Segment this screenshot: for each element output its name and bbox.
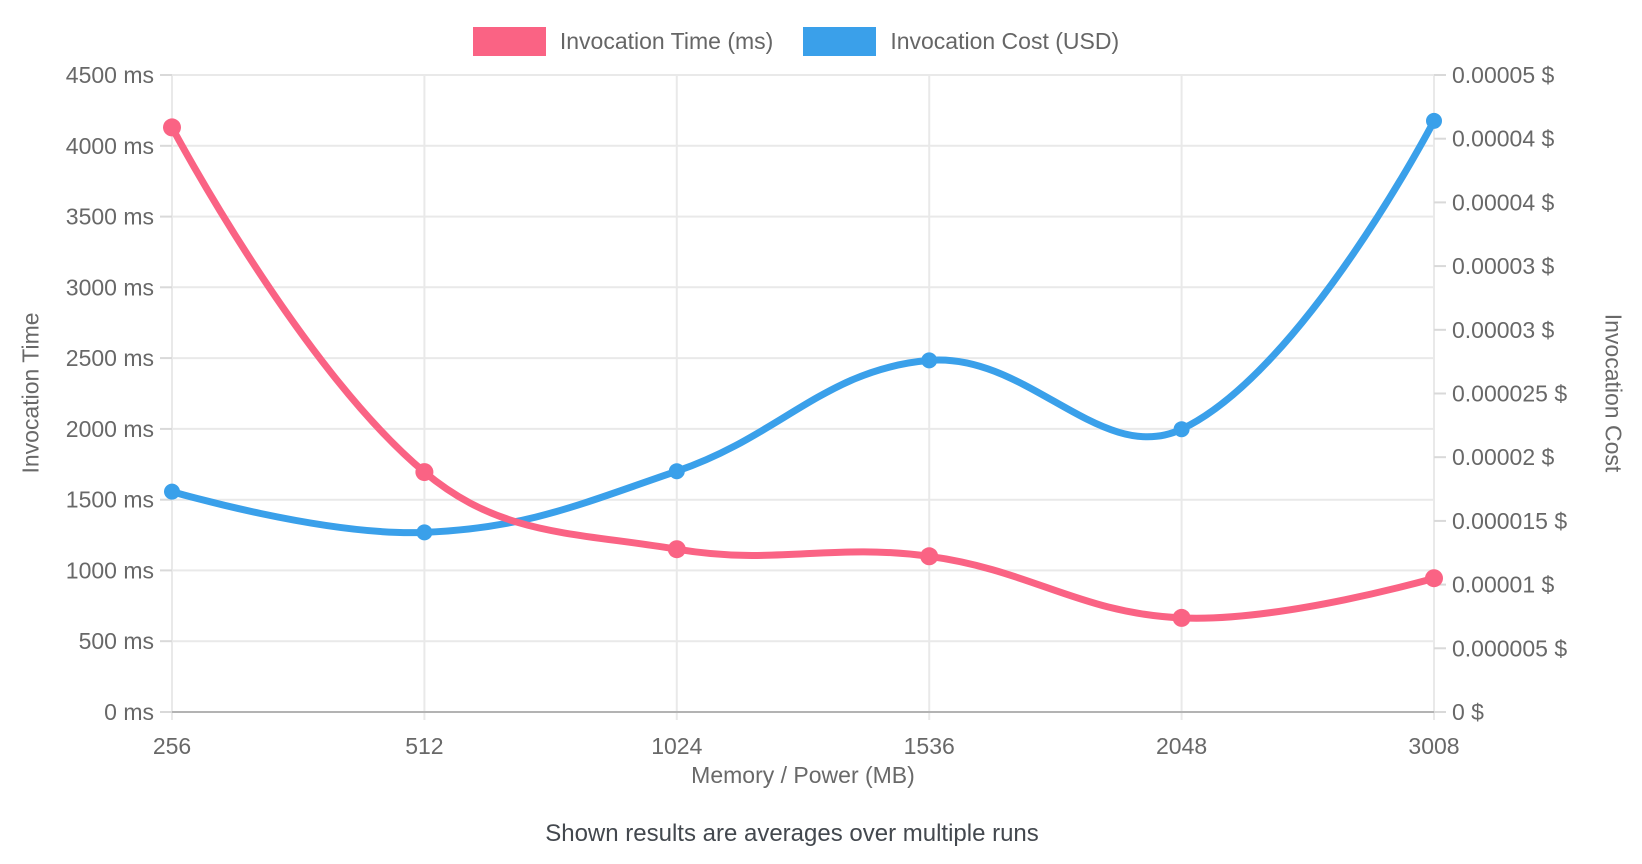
right-tick-label: 0.00004 $ — [1452, 189, 1555, 215]
data-point-invocation-time-ms — [415, 463, 434, 482]
legend-label-invocation-cost: Invocation Cost (USD) — [890, 27, 1120, 54]
data-point-invocation-time-ms — [667, 540, 686, 559]
right-axis-title: Invocation Cost — [1600, 313, 1627, 473]
x-tick-label: 256 — [153, 733, 191, 759]
left-tick-label: 1000 ms — [66, 557, 154, 583]
left-tick-label: 2500 ms — [66, 345, 154, 371]
left-tick-label: 500 ms — [79, 628, 154, 654]
legend-item-invocation-cost[interactable]: Invocation Cost (USD) — [803, 26, 1120, 56]
x-tick-label: 512 — [405, 733, 443, 759]
right-tick-label: 0.00004 $ — [1452, 126, 1555, 152]
data-point-invocation-time-ms — [163, 118, 181, 137]
right-tick-label: 0.00002 $ — [1452, 444, 1555, 470]
right-tick-label: 0 $ — [1452, 699, 1484, 725]
data-point-invocation-cost-usd — [668, 463, 685, 480]
data-point-invocation-cost-usd — [164, 483, 180, 500]
right-tick-label: 0.000025 $ — [1452, 381, 1567, 407]
left-tick-label: 4500 ms — [66, 62, 154, 88]
left-tick-label: 2000 ms — [66, 416, 154, 442]
left-tick-label: 1500 ms — [66, 487, 154, 513]
series-line-invocation-time-ms — [168, 123, 1438, 622]
legend-swatch-invocation-time — [472, 26, 546, 56]
legend-item-invocation-time[interactable]: Invocation Time (ms) — [472, 26, 774, 56]
left-axis-title: Invocation Time — [17, 312, 44, 474]
x-axis-title: Memory / Power (MB) — [691, 762, 915, 788]
data-point-invocation-cost-usd — [416, 524, 433, 541]
left-tick-label: 3000 ms — [66, 274, 154, 300]
legend-swatch-invocation-cost — [803, 26, 877, 56]
right-tick-label: 0.000015 $ — [1452, 508, 1567, 534]
data-point-invocation-time-ms — [920, 547, 939, 566]
chart-subtitle: Shown results are averages over multiple… — [545, 820, 1039, 847]
x-tick-label: 3008 — [1408, 733, 1459, 759]
x-tick-label: 1536 — [904, 733, 955, 759]
series-line-invocation-cost-usd — [168, 117, 1438, 537]
left-tick-label: 4000 ms — [66, 133, 154, 159]
legend-label-invocation-time: Invocation Time (ms) — [559, 27, 774, 54]
x-tick-label: 1024 — [651, 733, 702, 759]
data-point-invocation-cost-usd — [921, 352, 938, 369]
right-tick-label: 0.00003 $ — [1452, 253, 1555, 279]
left-tick-label: 3500 ms — [66, 204, 154, 230]
data-point-invocation-cost-usd — [1426, 112, 1442, 129]
right-tick-label: 0.00001 $ — [1452, 572, 1555, 598]
data-point-invocation-time-ms — [1172, 608, 1191, 627]
data-point-invocation-time-ms — [1425, 569, 1443, 588]
chart-legend: Invocation Time (ms) Invocation Cost (US… — [0, 24, 1642, 58]
right-tick-label: 0.000005 $ — [1452, 635, 1567, 661]
left-tick-label: 0 ms — [104, 699, 154, 725]
right-tick-label: 0.00005 $ — [1452, 62, 1555, 88]
x-tick-label: 2048 — [1156, 733, 1207, 759]
right-tick-label: 0.00003 $ — [1452, 317, 1555, 343]
data-point-invocation-cost-usd — [1173, 421, 1190, 438]
